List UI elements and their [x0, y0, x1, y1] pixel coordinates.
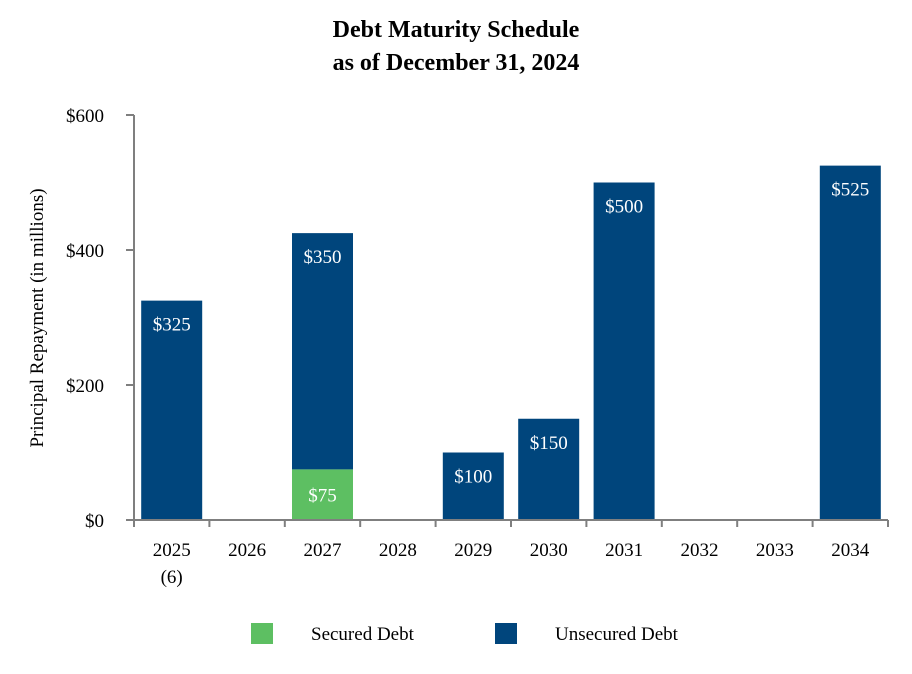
data-label-unsecured-debt-2029: $100	[454, 467, 492, 488]
bar-unsecured-debt-2034	[819, 165, 881, 520]
bar-unsecured-debt-2030	[518, 418, 580, 520]
data-label-unsecured-debt-2034: $525	[831, 180, 869, 201]
data-label-unsecured-debt-2030: $150	[530, 433, 568, 454]
bar-secured-debt-2027	[292, 469, 353, 520]
chart-subtitle: as of December 31, 2024	[333, 50, 580, 76]
legend: Secured Debt Unsecured Debt	[251, 623, 679, 645]
data-label-unsecured-debt-2025: $325	[153, 315, 191, 336]
data-label-unsecured-debt-2031: $500	[605, 197, 643, 218]
bar-unsecured-debt-2029	[442, 452, 504, 520]
x-tick-label-2033: 2033	[756, 540, 794, 561]
data-label-secured-debt-2027: $75	[308, 486, 337, 507]
bar-unsecured-debt-2031	[593, 182, 655, 520]
legend-label-unsecured-debt: Unsecured Debt	[555, 624, 679, 645]
data-label-unsecured-debt-2027: $350	[304, 247, 342, 268]
x-tick-label-2032: 2032	[681, 540, 719, 561]
y-tick-label: $600	[66, 106, 104, 127]
legend-swatch-unsecured-debt	[495, 623, 517, 644]
x-tick-label-2029: 2029	[454, 540, 492, 561]
x-tick-label-2031: 2031	[605, 540, 643, 561]
x-tick-label-2025: 2025	[153, 540, 191, 561]
bar-unsecured-debt-2027	[292, 233, 353, 470]
chart-title: Debt Maturity Schedule	[333, 17, 580, 43]
y-axis-label: Principal Repayment (in millions)	[27, 188, 48, 447]
legend-label-secured-debt: Secured Debt	[311, 624, 415, 645]
x-tick-label-2034: 2034	[831, 540, 870, 561]
x-tick-label-2028: 2028	[379, 540, 417, 561]
y-tick-label: $400	[66, 241, 104, 262]
legend-swatch-secured-debt	[251, 623, 273, 644]
x-tick-sublabel-2025: (6)	[161, 567, 183, 588]
x-tick-label-2030: 2030	[530, 540, 568, 561]
y-tick-label: $200	[66, 376, 104, 397]
bar-unsecured-debt-2025	[141, 300, 203, 520]
x-tick-label-2027: 2027	[304, 540, 342, 561]
x-tick-label-2026: 2026	[228, 540, 266, 561]
axes-group: $0 $200 $400 $600 2025 (6) 2026 2027 2028 2029 203…	[66, 106, 889, 588]
y-tick-label: $0	[85, 511, 104, 532]
bars-group: $325 $75 $350 $100 $150 $500 $525	[141, 165, 881, 520]
